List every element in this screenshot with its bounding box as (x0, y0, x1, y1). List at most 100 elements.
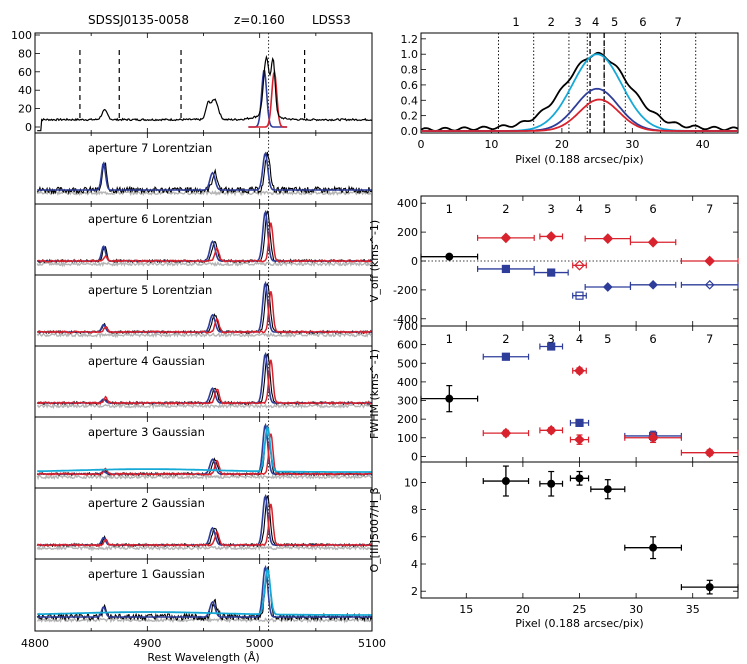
aperture-number: 7 (674, 15, 681, 29)
y-tick-label: 4 (411, 558, 418, 571)
aperture-label: aperture 3 Gaussian (88, 425, 205, 439)
aperture-number: 5 (604, 202, 611, 216)
aperture-number: 5 (604, 332, 611, 346)
data-point-black (649, 543, 658, 552)
y-tick-label: 300 (397, 395, 418, 408)
data-point-red (704, 447, 716, 459)
x-axis-label: Rest Wavelength (Å) (147, 651, 259, 664)
data-point-red (574, 365, 585, 377)
y-tick-label: 600 (397, 339, 418, 352)
y-tick-label: 200 (397, 413, 418, 426)
x-tick-label: 35 (686, 603, 700, 616)
x-axis-label: Pixel (0.188 arcsec/pix) (515, 617, 643, 630)
data-point-blue (547, 342, 556, 351)
aperture-label: aperture 4 Gaussian (88, 354, 205, 368)
aperture-number: 6 (639, 15, 646, 29)
header-redshift: z=0.160 (234, 13, 285, 27)
aperture-number: 1 (512, 15, 519, 29)
spectra-stack: 0 20 40 60 80 100 aperture 7 Lorentzian apertur… (11, 29, 386, 664)
x-tick-label: 0 (418, 138, 425, 151)
x-axis-label: Pixel (0.188 arcsec/pix) (515, 153, 643, 166)
profile-blue-line (421, 87, 738, 132)
data-point-red (545, 231, 557, 242)
y-tick-label: 2 (411, 585, 418, 598)
aperture-number: 3 (548, 332, 555, 346)
ratio-panel: 2 4 6 8 10 15 20 25 30 35 Pixel (0.188 arcsec/pix)… (368, 461, 739, 630)
error-spectrum (36, 544, 373, 552)
aperture-number: 2 (548, 15, 555, 29)
y-tick-label: -400 (393, 313, 418, 326)
aperture-number: 2 (502, 332, 509, 346)
aperture-spectrum-line (36, 151, 372, 195)
data-point-black (547, 479, 556, 488)
aperture-number: 4 (576, 332, 583, 346)
blue-fit-component (37, 151, 372, 191)
data-point-black (705, 583, 714, 592)
aperture-number: 4 (576, 202, 583, 216)
aperture-label: aperture 7 Lorentzian (88, 141, 212, 155)
x-tick-label: 40 (696, 138, 710, 151)
data-point-red (647, 236, 659, 248)
x-tick-label: 10 (484, 138, 498, 151)
total-fit-line (37, 425, 372, 473)
data-point-black (603, 485, 612, 494)
aperture-number: 5 (611, 15, 618, 29)
y-tick-label: 100 (397, 432, 418, 445)
aperture-number: 6 (649, 332, 656, 346)
aperture-label: aperture 6 Lorentzian (88, 212, 212, 226)
y-tick-label: 0.0 (401, 125, 419, 138)
data-point-red (574, 434, 585, 445)
error-spectrum (37, 189, 372, 197)
y-tick-label: 400 (397, 197, 418, 210)
x-tick-label: 25 (573, 603, 587, 616)
y-tick-label: 1.2 (401, 33, 419, 46)
voff-panel: -400 -200 0 200 400 1 2 3 4 5 6 7 V_off (kms^-1) (368, 195, 739, 327)
aperture-number: 1 (446, 332, 453, 346)
y-axis-label: FWHM (kms^-1) (368, 349, 381, 439)
top-red-component (248, 69, 288, 128)
aperture-label: aperture 1 Gaussian (88, 567, 205, 581)
data-point-red (500, 232, 512, 244)
y-tick-label: -200 (393, 284, 418, 297)
aperture-label: aperture 2 Gaussian (88, 496, 205, 510)
profile-cyan-line (421, 53, 738, 132)
y-tick-label: 400 (397, 376, 418, 389)
data-point-red (704, 255, 716, 267)
data-point-blue (501, 352, 511, 361)
y-tick-label: 20 (18, 103, 32, 116)
y-tick-label: 40 (18, 84, 32, 97)
profile-total-line (420, 51, 739, 132)
x-tick-label: 30 (625, 138, 639, 151)
red-fit-component (36, 433, 373, 477)
aperture-number: 2 (502, 202, 509, 216)
x-tick-label: 5000 (246, 637, 274, 650)
data-point-black (445, 394, 454, 403)
header-instrument: LDSS3 (312, 13, 351, 27)
x-tick-label: 20 (516, 603, 530, 616)
spatial-profile-panel: 0.0 0.2 0.4 0.6 0.8 1.0 1.2 0 10 20 30 40 1 2 3 4 5 6 7 Pix… (401, 15, 739, 166)
data-point-blue (602, 282, 613, 292)
data-point-blue (501, 264, 511, 274)
x-tick-label: 20 (555, 138, 569, 151)
y-tick-label: 200 (397, 226, 418, 239)
y-tick-label: 0.8 (401, 64, 419, 77)
y-tick-label: 500 (397, 357, 418, 370)
y-axis-label: V_off (kms^-1) (368, 220, 381, 302)
y-tick-label: 6 (411, 531, 418, 544)
x-tick-label: 15 (459, 603, 473, 616)
data-point-black (501, 477, 510, 486)
data-point-blue (575, 418, 584, 427)
red-fit-component (37, 222, 372, 263)
profile-frame (420, 32, 739, 134)
data-point-black (445, 252, 454, 261)
y-tick-label: 10 (404, 476, 418, 489)
aperture-number: 4 (592, 15, 599, 29)
y-tick-label: 0.4 (401, 94, 419, 107)
y-tick-label: 0 (411, 450, 418, 463)
error-spectrum (36, 260, 372, 268)
error-spectrum (36, 331, 373, 339)
data-point-blue (648, 279, 658, 290)
y-tick-label: 0.6 (401, 79, 419, 92)
error-spectrum (36, 473, 373, 481)
y-tick-label: 0 (25, 121, 32, 134)
